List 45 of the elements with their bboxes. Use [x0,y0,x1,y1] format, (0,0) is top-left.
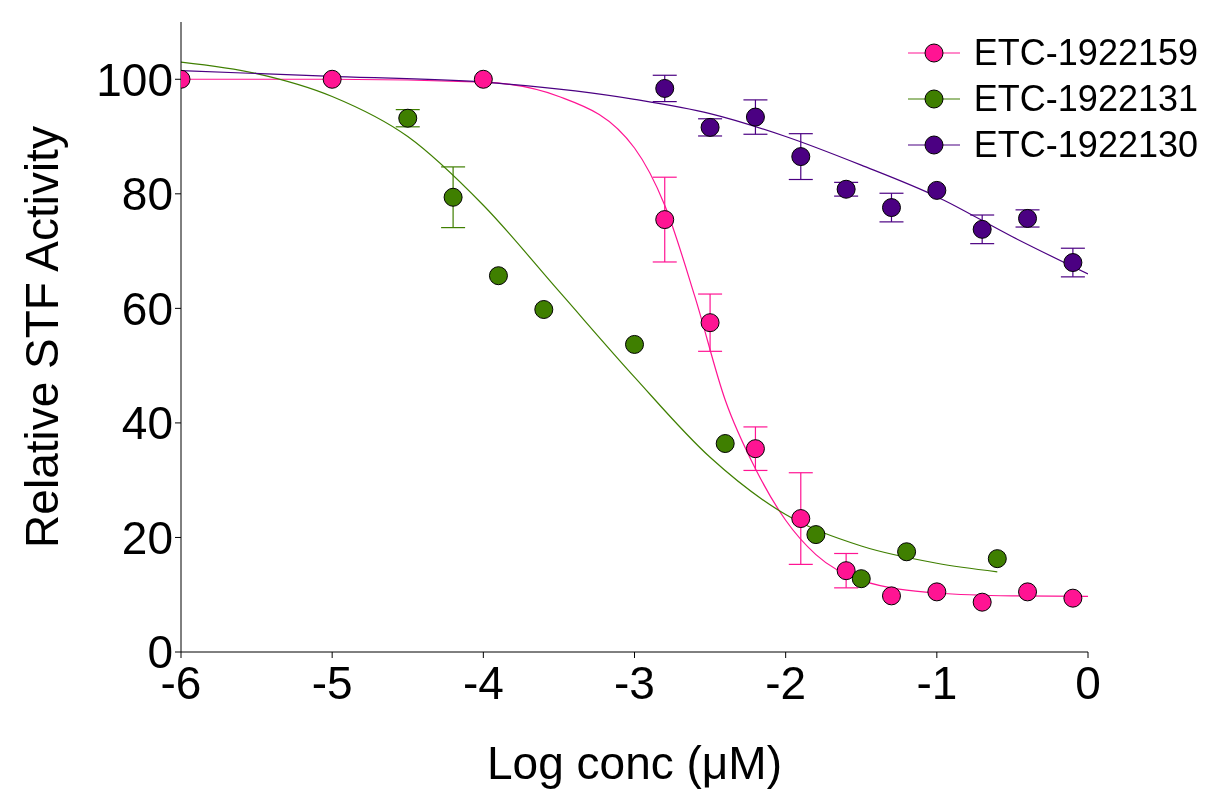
point [881,586,901,606]
point [655,210,675,230]
point [791,147,811,167]
point [851,569,871,589]
y-tick-label: 40 [121,397,173,450]
point [625,334,644,354]
x-tick-label: -2 [765,656,807,709]
point [745,439,765,459]
point [322,69,342,89]
point [1063,253,1083,273]
point [927,180,947,200]
x-tick-label: -3 [614,656,655,709]
point [806,525,826,545]
legend-label: ETC-1922159 [973,32,1198,74]
point [443,187,463,207]
y-tick-label: 80 [121,168,173,221]
x-tick-label: -1 [916,656,958,709]
legend-label: ETC-1922130 [973,124,1198,166]
y-tick-label: 20 [121,511,173,564]
x-tick-label: 0 [1075,656,1101,709]
point [927,582,947,602]
point [791,509,811,529]
point [1018,208,1038,228]
x-tick-label: -5 [311,656,353,709]
point [745,107,765,127]
y-tick-label: 60 [121,282,173,335]
point [534,300,554,320]
x-axis-title: Log conc (μM) [487,737,782,789]
point [700,313,720,333]
legend-label: ETC-1922131 [973,78,1198,120]
point [473,69,493,89]
point [1018,582,1038,602]
y-tick-label: 100 [96,53,173,106]
x-tick-label: -4 [462,656,504,709]
y-axis-title: Relative STF Activity [16,126,69,548]
point [836,561,856,581]
point [897,542,917,562]
point [488,266,508,286]
point [972,219,992,239]
point [1063,588,1083,608]
point [715,434,735,454]
point [881,198,901,218]
point [972,592,992,612]
point [987,549,1007,569]
point [655,78,675,98]
